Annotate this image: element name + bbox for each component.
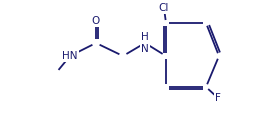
Text: Cl: Cl <box>159 3 169 13</box>
Text: O: O <box>92 16 100 26</box>
Text: F: F <box>215 93 221 103</box>
Text: H
N: H N <box>141 32 149 54</box>
Text: HN: HN <box>62 51 78 61</box>
